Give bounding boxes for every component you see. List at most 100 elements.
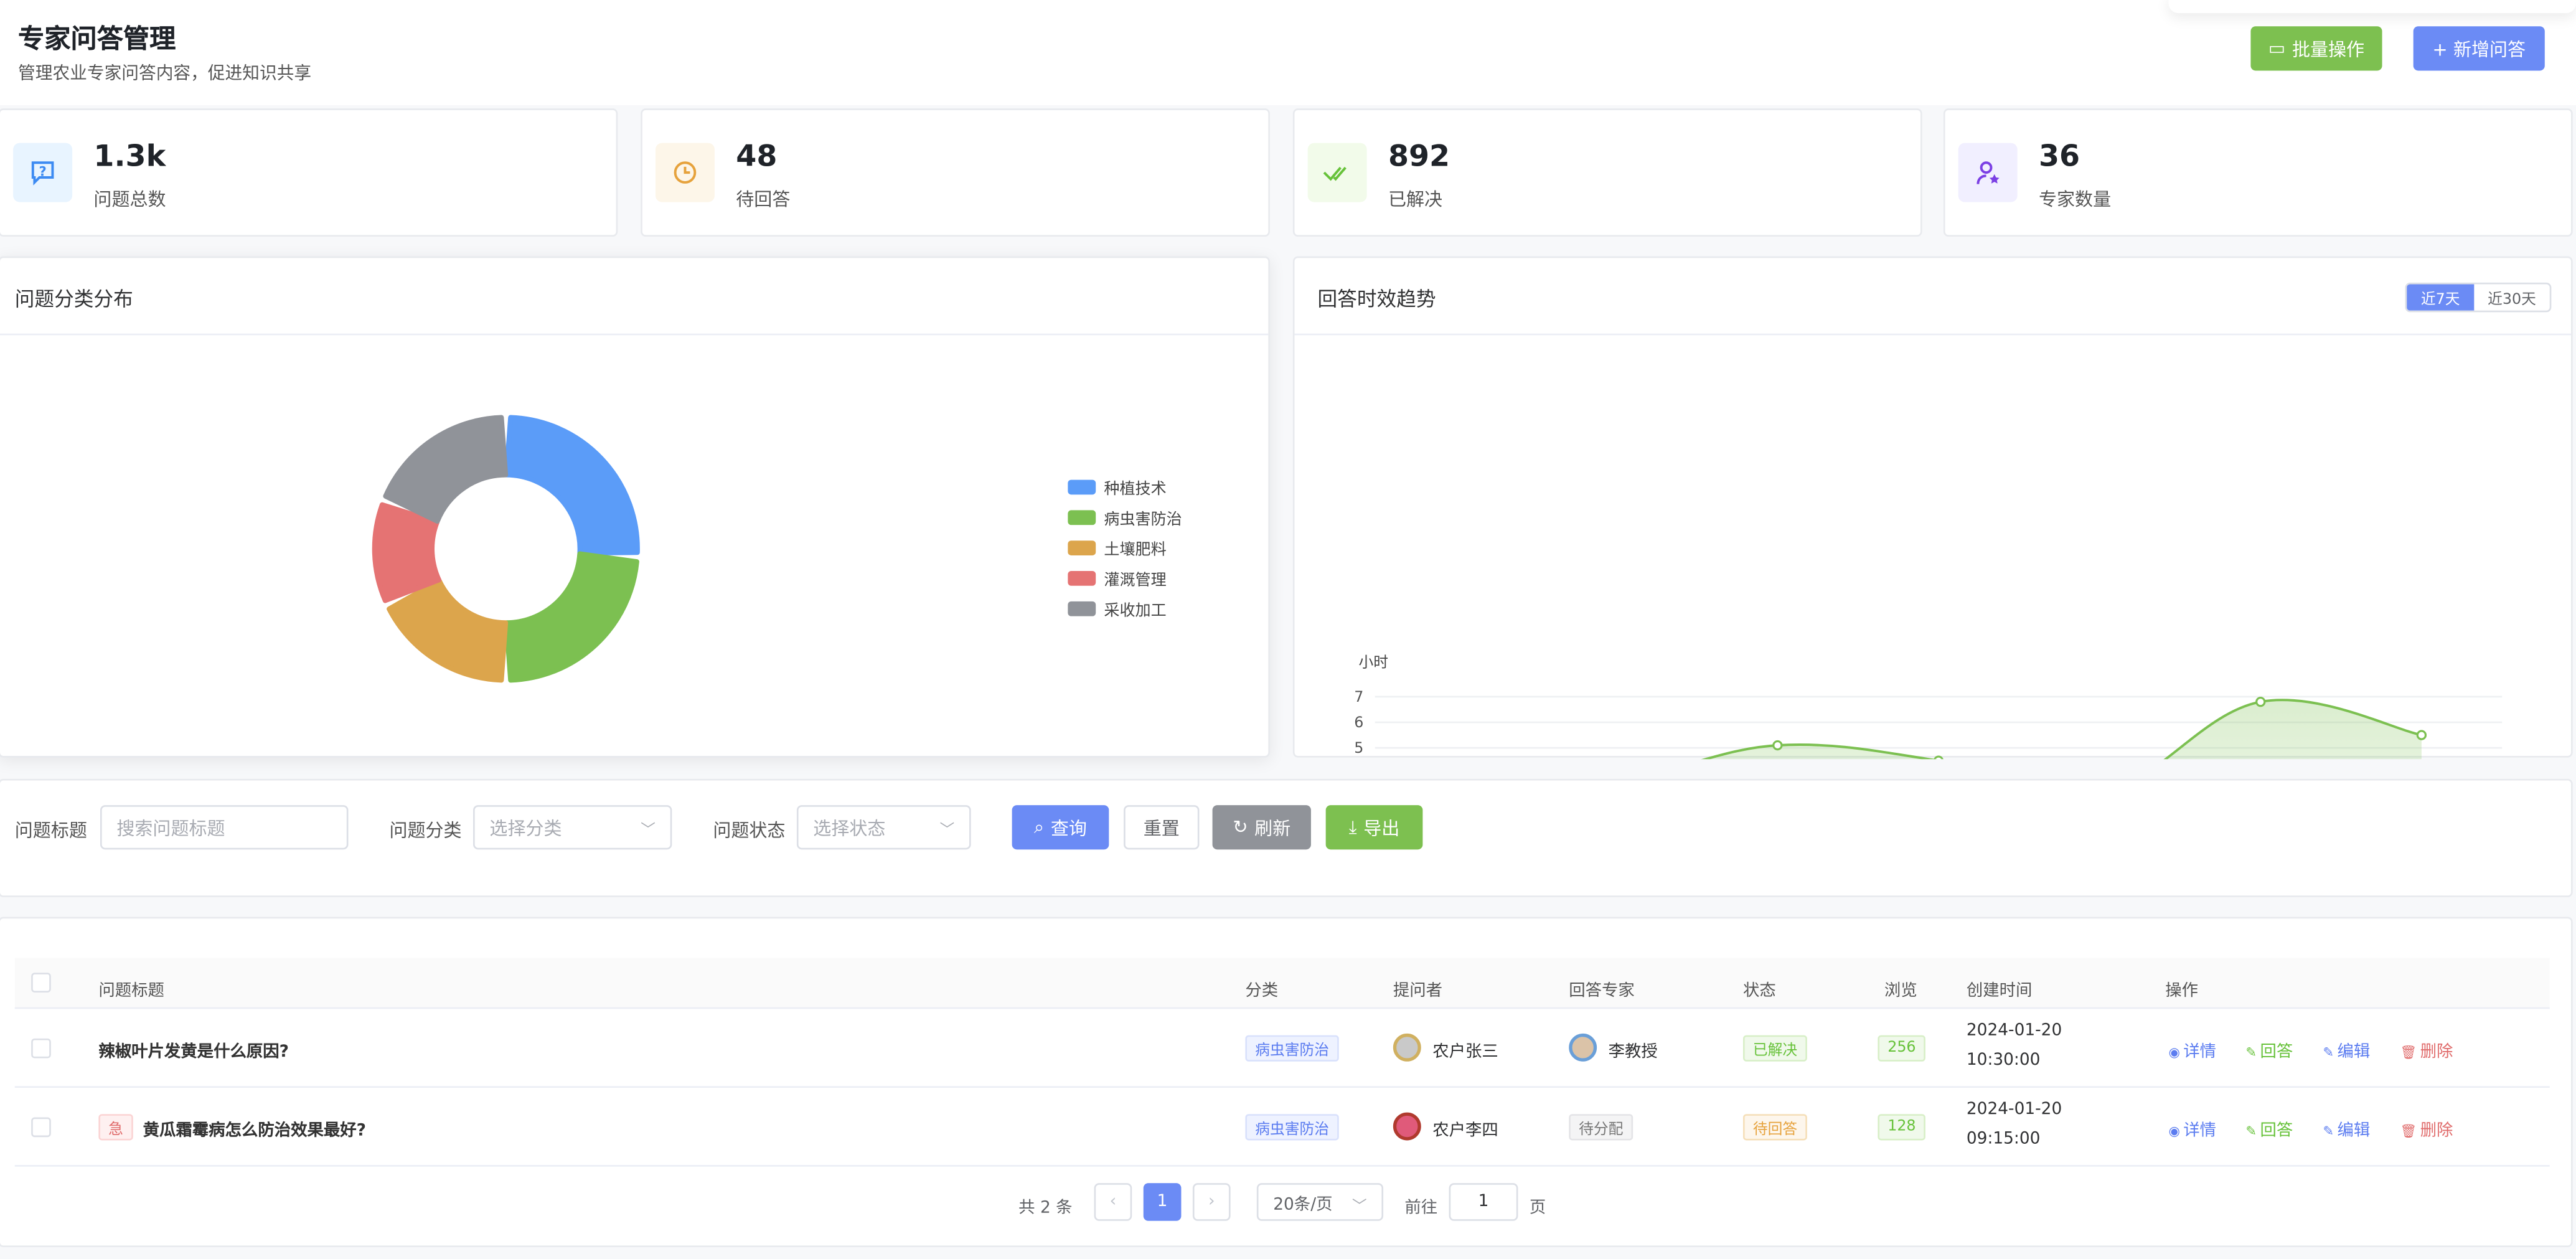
add-question-button[interactable]: + 新增问答 (2413, 26, 2545, 71)
prev-page-button[interactable]: ‹ (1094, 1183, 1132, 1221)
search-icon: ⌕ (1034, 816, 1045, 837)
table-header: 问题标题 分类 提问者 回答专家 状态 浏览 创建时间 操作 (14, 958, 2550, 1009)
data-point[interactable] (2416, 730, 2427, 740)
legend-label[interactable]: 病虫害防治 (1104, 510, 1182, 528)
stat-value: 48 (736, 139, 778, 174)
eye-icon: ◉ (2168, 1124, 2180, 1139)
tab-7-days[interactable]: 近7天 (2407, 284, 2475, 311)
trash-icon: 🗑 (2400, 1124, 2417, 1139)
column-header: 分类 (1245, 983, 1279, 1001)
unassigned-tag: 待分配 (1569, 1114, 1634, 1141)
y-axis-label: 小时 (1358, 653, 1388, 671)
column-header: 浏览 (1884, 983, 1917, 1001)
stat-card: 36 专家数量 (1943, 108, 2573, 237)
views-count: 256 (1878, 1035, 1926, 1062)
page-1-button[interactable]: 1 (1143, 1183, 1182, 1221)
answer-button[interactable]: ✎ 回答 (2245, 1122, 2293, 1141)
stat-label: 问题总数 (93, 189, 166, 210)
data-point[interactable] (2255, 696, 2266, 707)
page-header (0, 0, 2576, 105)
delete-button[interactable]: 🗑 删除 (2400, 1043, 2453, 1062)
category-tag: 病虫害防治 (1245, 1114, 1339, 1141)
legend-label[interactable]: 种植技术 (1104, 479, 1166, 497)
status-filter-label: 问题状态 (713, 819, 786, 842)
next-page-button[interactable]: › (1192, 1183, 1231, 1221)
title-search-input[interactable]: 搜索问题标题 (100, 805, 349, 850)
refresh-icon: ↻ (1233, 816, 1248, 838)
data-point[interactable] (1772, 740, 1783, 751)
legend-swatch (1068, 510, 1096, 526)
pie-slice[interactable] (387, 578, 509, 683)
urgent-badge: 急 (98, 1114, 133, 1141)
detail-button[interactable]: ◉ 详情 (2168, 1122, 2216, 1141)
delete-button[interactable]: 🗑 删除 (2400, 1122, 2453, 1141)
refresh-button[interactable]: ↻ 刷新 (1212, 805, 1311, 850)
column-header: 问题标题 (98, 983, 164, 1001)
legend-label[interactable]: 灌溉管理 (1104, 570, 1166, 588)
stat-label: 专家数量 (2038, 189, 2112, 210)
created-time: 10:30:00 (1966, 1051, 2041, 1070)
pie-slice[interactable] (383, 415, 509, 524)
y-tick-label: 6 (1354, 714, 1363, 731)
trend-chart-card: 回答时效趋势 近7天 近30天 小时01234567周一周二周三周四周五周六周日 (1292, 256, 2573, 760)
dropdown-panel-edge (2168, 0, 2576, 14)
goto-page-input[interactable]: 1 (1449, 1183, 1518, 1221)
table-row: 急黄瓜霜霉病怎么防治效果最好? 病虫害防治 农户李四 待分配 待回答 128 2024-01… (14, 1088, 2550, 1167)
export-button[interactable]: ⤓ 导出 (1325, 805, 1423, 850)
question-title[interactable]: 黄瓜霜霉病怎么防治效果最好? (143, 1122, 367, 1141)
answer-button[interactable]: ✎ 回答 (2245, 1043, 2293, 1062)
page-size-select[interactable]: 20条/页 ﹀ (1256, 1183, 1384, 1221)
total-count: 共 2 条 (1018, 1199, 1073, 1218)
status-select[interactable]: 选择状态 ﹀ (796, 805, 971, 850)
tab-30-days[interactable]: 近30天 (2488, 291, 2536, 308)
reset-button[interactable]: 重置 (1124, 805, 1200, 850)
asker-avatar (1393, 1112, 1421, 1141)
page-subtitle: 管理农业专家问答内容，促进知识共享 (18, 64, 312, 84)
table-row: 辣椒叶片发黄是什么原因? 病虫害防治 农户张三 李教授 已解决 256 2024-01-20… (14, 1009, 2550, 1088)
data-point[interactable] (1934, 755, 1944, 760)
pencil-icon: ✎ (2323, 1045, 2334, 1060)
asker-name: 农户张三 (1432, 1043, 1498, 1062)
chart-title: 问题分类分布 (14, 287, 133, 311)
expert-name: 李教授 (1608, 1043, 1658, 1062)
chevron-down-icon: ﹀ (939, 823, 955, 840)
category-filter-label: 问题分类 (389, 819, 462, 842)
legend-swatch (1068, 571, 1096, 586)
title-filter-label: 问题标题 (14, 819, 87, 842)
category-chart-card: 问题分类分布 种植技术病虫害防治土壤肥料灌溉管理采收加工 (0, 256, 1270, 758)
column-header: 操作 (2165, 983, 2198, 1001)
question-bubble-icon: ? (13, 143, 73, 202)
pie-slice[interactable] (504, 551, 639, 683)
status-tag: 待回答 (1742, 1114, 1807, 1141)
select-all-checkbox[interactable] (31, 973, 51, 993)
detail-button[interactable]: ◉ 详情 (2168, 1043, 2216, 1062)
edit-button[interactable]: ✎ 编辑 (2323, 1122, 2371, 1141)
y-tick-label: 7 (1354, 688, 1363, 705)
filter-card: 问题标题 搜索问题标题 问题分类 选择分类 ﹀ 问题状态 选择状态 ﹀ ⌕ 查询 重置… (0, 778, 2573, 897)
category-select[interactable]: 选择分类 ﹀ (473, 805, 672, 850)
page-title: 专家问答管理 (18, 22, 176, 55)
row-checkbox[interactable] (31, 1117, 51, 1138)
column-header: 状态 (1742, 983, 1776, 1001)
area-fill (1705, 700, 2422, 760)
created-date: 2024-01-20 (1966, 1022, 2062, 1040)
y-tick-label: 5 (1354, 739, 1363, 757)
row-checkbox[interactable] (31, 1038, 51, 1059)
legend-label[interactable]: 采收加工 (1104, 601, 1166, 619)
status-tag: 已解决 (1742, 1035, 1807, 1062)
chart-title: 回答时效趋势 (1317, 287, 1436, 311)
question-title[interactable]: 辣椒叶片发黄是什么原因? (98, 1043, 289, 1062)
query-button[interactable]: ⌕ 查询 (1012, 805, 1109, 850)
stat-value: 1.3k (93, 139, 166, 174)
clock-icon (655, 143, 715, 202)
pencil-icon: ✎ (2323, 1124, 2334, 1139)
user-star-icon (1958, 143, 2018, 202)
pie-slice[interactable] (372, 502, 442, 603)
batch-operation-button[interactable]: ▭ 批量操作 (2250, 26, 2382, 71)
legend-label[interactable]: 土壤肥料 (1104, 540, 1166, 559)
stat-value: 36 (2038, 139, 2080, 174)
pie-slice[interactable] (504, 415, 640, 556)
edit-button[interactable]: ✎ 编辑 (2323, 1043, 2371, 1062)
page-suffix: 页 (1529, 1199, 1546, 1218)
